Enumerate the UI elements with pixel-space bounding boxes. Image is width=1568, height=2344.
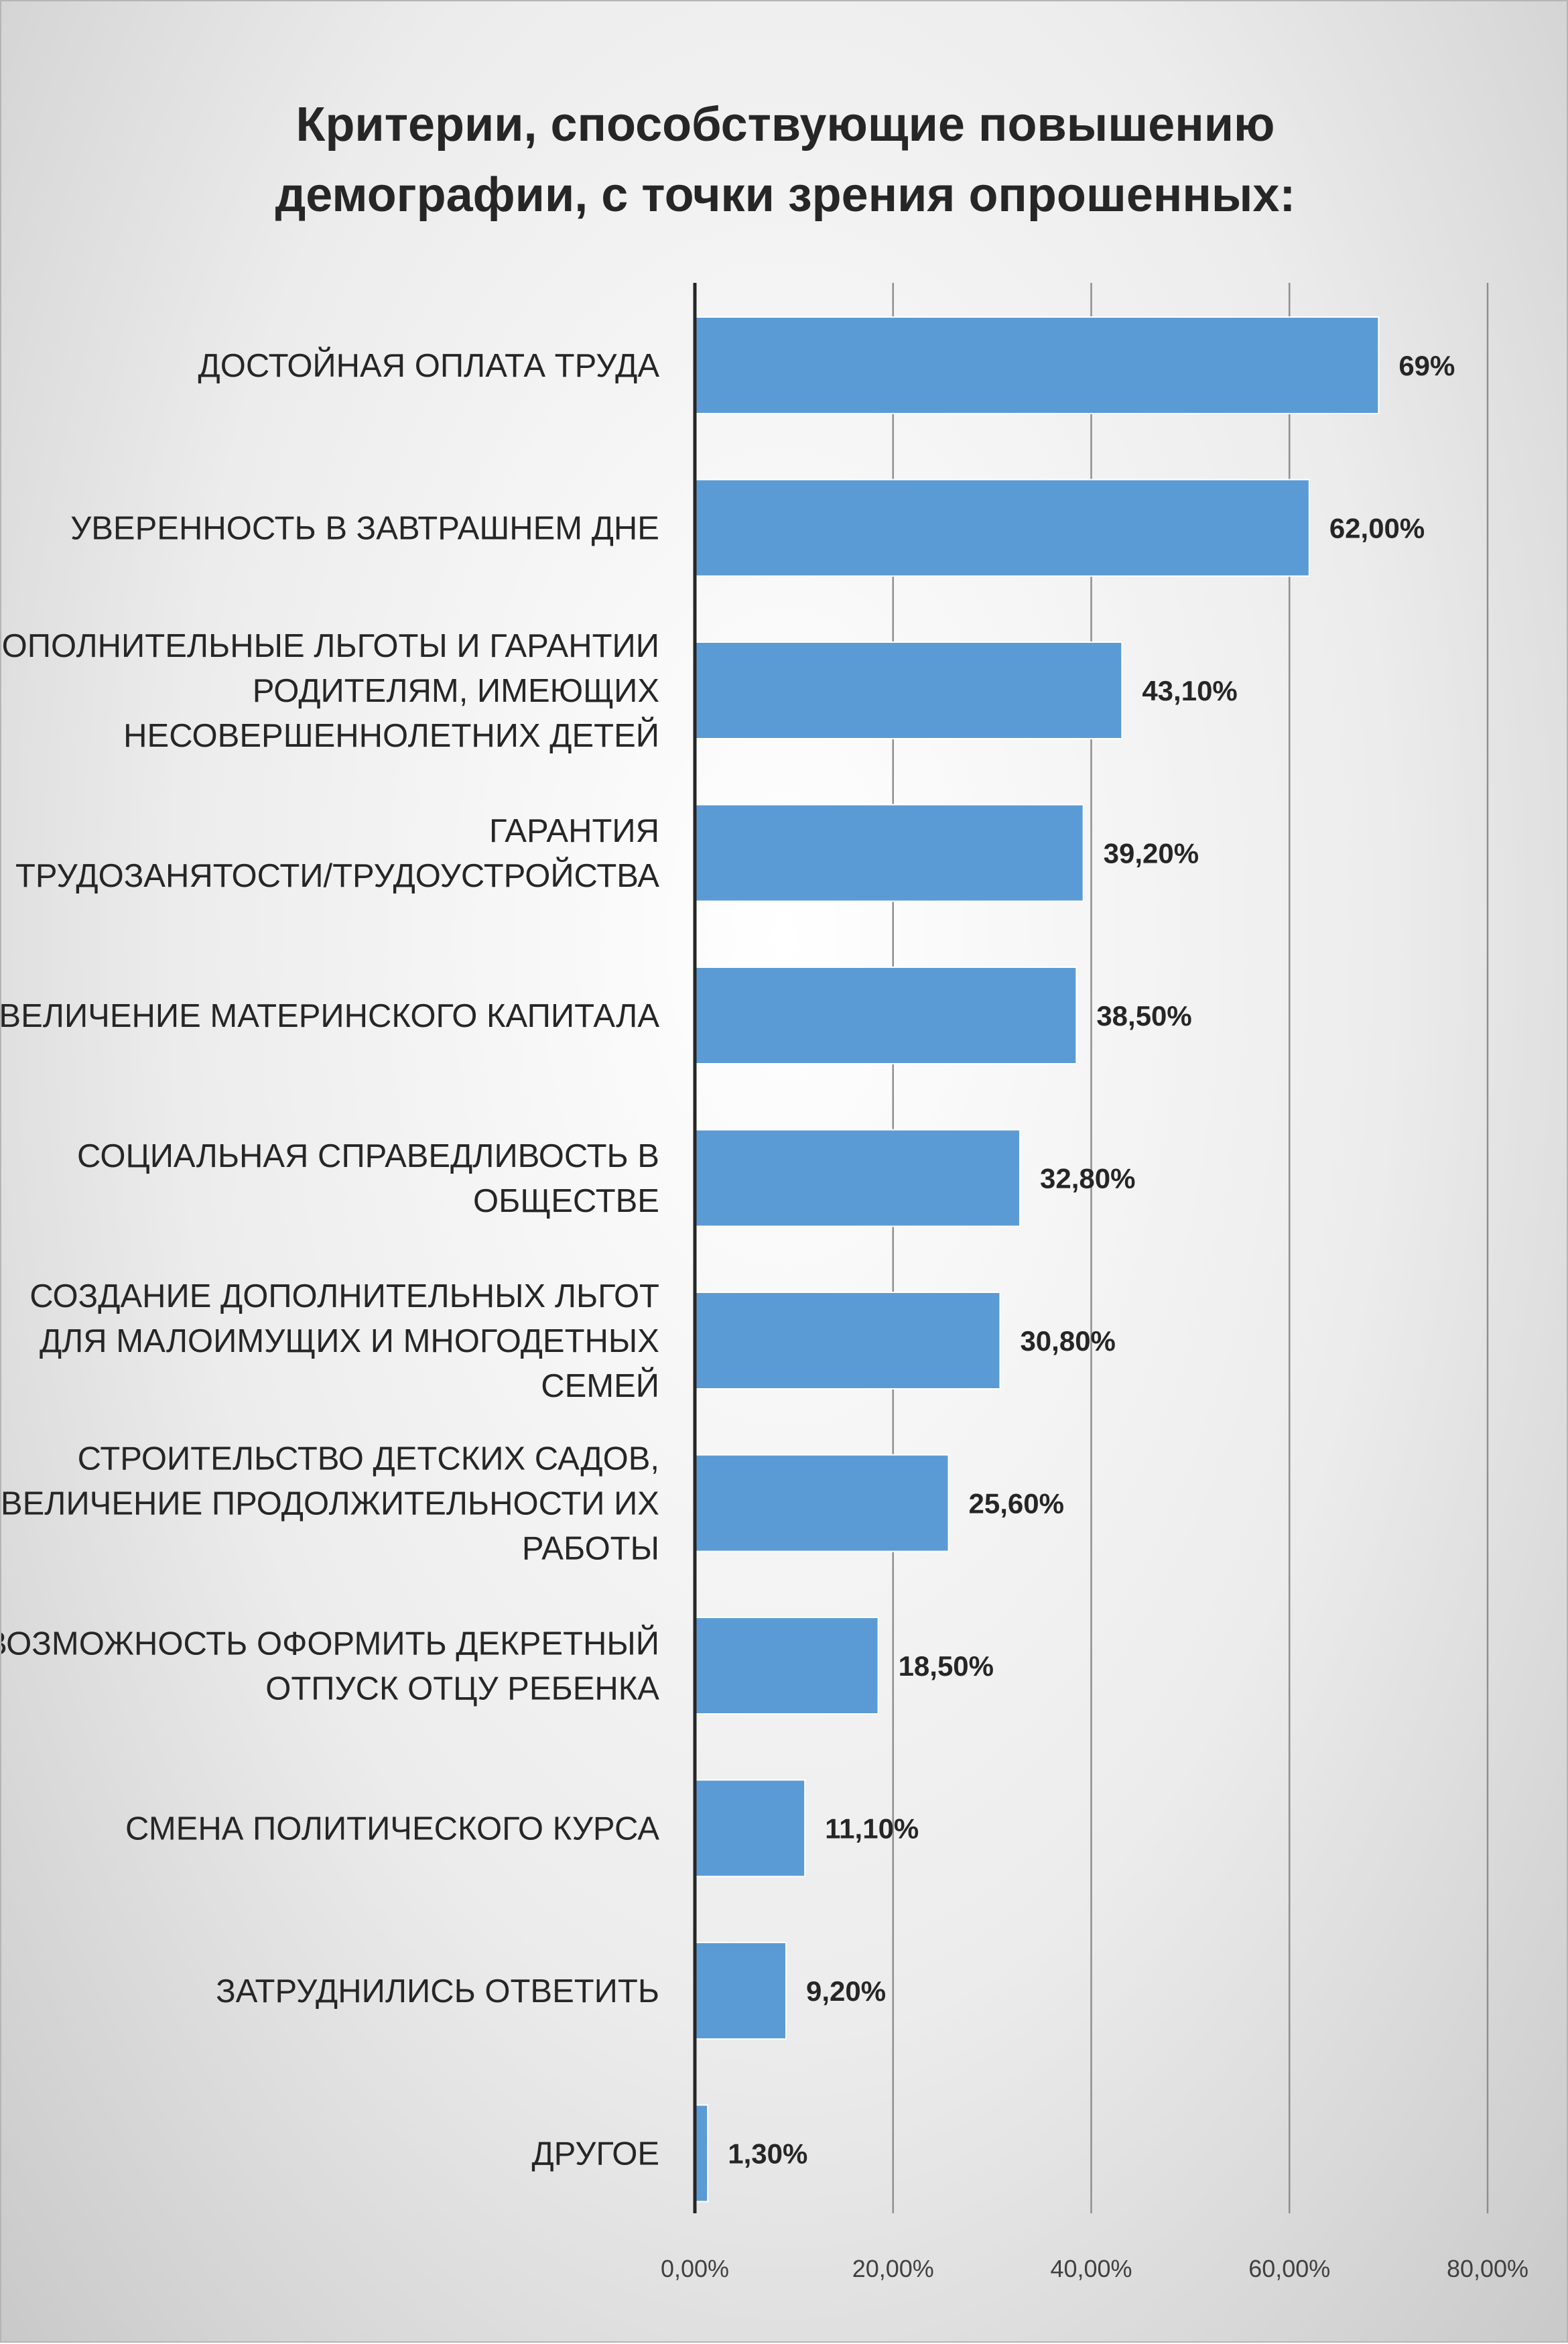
category-label-5: УВЕЛИЧЕНИЕ МАТЕРИНСКОГО КАПИТАЛА: [1, 998, 659, 1034]
category-label-6: СОЦИАЛЬНАЯ СПРАВЕДЛИВОСТЬ В ОБЩЕСТВЕ: [77, 1138, 659, 1219]
value-labels: 69% 62,00% 43,10% 39,20% 38,50% 32,80% 30,80% 2…: [728, 350, 1455, 2170]
value-label-5: 38,50%: [1096, 1000, 1191, 1032]
category-label-line: ДОСТОЙНАЯ ОПЛАТА ТРУДА: [198, 347, 660, 384]
category-label-line: НЕСОВЕРШЕННОЛЕТНИХ ДЕТЕЙ: [123, 717, 659, 754]
category-label-line: СМЕНА ПОЛИТИЧЕСКОГО КУРСА: [125, 1811, 659, 1847]
bar-3: [694, 641, 1123, 739]
category-label-line: УВЕЛИЧЕНИЕ МАТЕРИНСКОГО КАПИТАЛА: [1, 998, 659, 1034]
value-label-12: 1,30%: [728, 2138, 807, 2170]
bar-4: [694, 804, 1084, 902]
bar-2: [694, 479, 1310, 577]
x-tick-label-0: 0,00%: [661, 2255, 729, 2282]
x-tick-label-2: 40,00%: [1050, 2255, 1132, 2282]
value-label-7: 30,80%: [1020, 1325, 1115, 1357]
x-tick-label-3: 60,00%: [1248, 2255, 1330, 2282]
category-label-line: ТРУДОЗАНЯТОСТИ/ТРУДОУСТРОЙСТВА: [15, 857, 659, 894]
x-tick-label-4: 80,00%: [1447, 2255, 1528, 2282]
category-label-line: РОДИТЕЛЯМ, ИМЕЮЩИХ: [253, 673, 659, 709]
category-label-line: СЕМЕЙ: [541, 1367, 659, 1404]
category-label-line: ОТПУСК ОТЦУ РЕБЕНКА: [265, 1671, 659, 1707]
category-label-line: РАБОТЫ: [522, 1531, 659, 1567]
value-label-11: 9,20%: [806, 1975, 886, 2007]
category-label-line: УВЕЛИЧЕНИЕ ПРОДОЛЖИТЕЛЬНОСТИ ИХ: [1, 1486, 659, 1522]
category-label-1: ДОСТОЙНАЯ ОПЛАТА ТРУДА: [198, 347, 660, 384]
category-label-9: ВОЗМОЖНОСТЬ ОФОРМИТЬ ДЕКРЕТНЫЙ ОТПУСК ОТЦ…: [1, 1625, 659, 1707]
category-label-10: СМЕНА ПОЛИТИЧЕСКОГО КУРСА: [125, 1811, 659, 1847]
chart-title: Критерии, способствующие повышению демогр…: [275, 98, 1296, 222]
bar-6: [694, 1129, 1021, 1227]
category-label-7: СОЗДАНИЕ ДОПОЛНИТЕЛЬНЫХ ЛЬГОТ ДЛЯ МАЛОИМУ…: [29, 1278, 659, 1404]
bar-1: [694, 316, 1380, 414]
category-label-line: СТРОИТЕЛЬСТВО ДЕТСКИХ САДОВ,: [78, 1441, 659, 1477]
bar-11: [694, 1942, 787, 2040]
category-label-8: СТРОИТЕЛЬСТВО ДЕТСКИХ САДОВ, УВЕЛИЧЕНИЕ П…: [1, 1441, 659, 1567]
bar-8: [694, 1454, 950, 1552]
bar-10: [694, 1779, 806, 1877]
category-label-line: СОЗДАНИЕ ДОПОЛНИТЕЛЬНЫХ ЛЬГОТ: [29, 1278, 659, 1314]
category-label-line: СОЦИАЛЬНАЯ СПРАВЕДЛИВОСТЬ В: [77, 1138, 659, 1174]
category-labels: ДОСТОЙНАЯ ОПЛАТА ТРУДА УВЕРЕННОСТЬ В ЗАВТ…: [1, 347, 659, 2172]
category-label-line: УВЕРЕННОСТЬ В ЗАВТРАШНЕМ ДНЕ: [70, 511, 659, 547]
value-label-3: 43,10%: [1142, 675, 1237, 706]
category-label-line: ГАРАНТИЯ: [489, 813, 659, 849]
bar-5: [694, 967, 1077, 1064]
x-tick-label-1: 20,00%: [852, 2255, 934, 2282]
bars: [694, 316, 1380, 2203]
title-line-2: демографии, с точки зрения опрошенных:: [275, 168, 1296, 222]
category-label-2: УВЕРЕННОСТЬ В ЗАВТРАШНЕМ ДНЕ: [70, 511, 659, 547]
category-label-line: ДОПОЛНИТЕЛЬНЫЕ ЛЬГОТЫ И ГАРАНТИИ: [1, 628, 659, 664]
value-label-6: 32,80%: [1040, 1163, 1135, 1194]
x-axis-ticks: 0,00% 20,00% 40,00% 60,00% 80,00%: [661, 2255, 1528, 2282]
title-line-1: Критерии, способствующие повышению: [296, 98, 1275, 151]
bar-9: [694, 1617, 879, 1715]
value-label-10: 11,10%: [825, 1813, 919, 1845]
category-label-11: ЗАТРУДНИЛИСЬ ОТВЕТИТЬ: [216, 1973, 659, 2010]
category-label-line: ОБЩЕСТВЕ: [473, 1183, 659, 1219]
category-label-12: ДРУГОЕ: [532, 2136, 660, 2172]
category-label-3: ДОПОЛНИТЕЛЬНЫЕ ЛЬГОТЫ И ГАРАНТИИ РОДИТЕЛЯ…: [1, 628, 659, 754]
category-label-line: ДЛЯ МАЛОИМУЩИХ И МНОГОДЕТНЫХ: [40, 1323, 659, 1359]
value-label-4: 39,20%: [1104, 838, 1199, 869]
category-label-line: ДРУГОЕ: [532, 2136, 660, 2172]
bar-12: [694, 2104, 709, 2203]
value-label-8: 25,60%: [969, 1488, 1064, 1520]
value-label-9: 18,50%: [899, 1650, 994, 1682]
value-label-2: 62,00%: [1329, 513, 1425, 544]
category-label-line: ВОЗМОЖНОСТЬ ОФОРМИТЬ ДЕКРЕТНЫЙ: [1, 1625, 659, 1662]
value-label-1: 69%: [1398, 350, 1455, 381]
category-label-4: ГАРАНТИЯ ТРУДОЗАНЯТОСТИ/ТРУДОУСТРОЙСТВА: [15, 813, 659, 894]
category-label-line: ЗАТРУДНИЛИСЬ ОТВЕТИТЬ: [216, 1973, 659, 2010]
grid-lines: [892, 283, 1489, 2213]
bar-7: [694, 1292, 1001, 1390]
